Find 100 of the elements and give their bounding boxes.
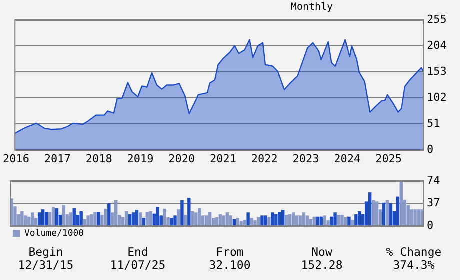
bar (292, 212, 296, 226)
bar (268, 217, 271, 226)
bar (222, 216, 226, 226)
bar (191, 211, 194, 226)
bar (69, 212, 72, 226)
text: Begin (28, 245, 64, 259)
bar (236, 218, 240, 226)
x-tick-label: 2020 (168, 152, 196, 166)
bar (306, 216, 310, 226)
bar (24, 216, 28, 226)
bar (188, 198, 191, 226)
bar (354, 214, 358, 226)
bar (240, 221, 243, 226)
bar (340, 215, 344, 226)
bar (312, 216, 316, 226)
x-tick-label: 2024 (334, 152, 362, 166)
y-tick-label: 0 (427, 218, 434, 232)
bar (410, 210, 414, 226)
bar (180, 200, 184, 226)
bar (334, 212, 337, 226)
bar (282, 210, 285, 226)
bar (52, 207, 56, 226)
bar (138, 212, 142, 226)
bar (302, 212, 306, 226)
x-tick-label: 2022 (251, 152, 278, 166)
bar (184, 215, 188, 226)
text: % Change (385, 245, 443, 259)
bar (132, 212, 136, 226)
y-tick-label: 74 (427, 174, 441, 187)
y-tick-label: 255 (427, 12, 447, 26)
bar (90, 214, 94, 226)
bar (163, 208, 166, 226)
bar (344, 217, 348, 226)
bar (146, 212, 150, 226)
bar (337, 215, 340, 226)
bar (330, 216, 334, 226)
bar (368, 192, 372, 226)
bar (323, 216, 326, 226)
text: End (126, 245, 150, 259)
bar (386, 200, 390, 226)
bar (260, 216, 264, 226)
bar (80, 211, 83, 226)
chart-subtitle: Monthly (290, 2, 334, 13)
bar (274, 214, 278, 226)
bar (298, 216, 302, 226)
bar (72, 208, 76, 226)
bar (372, 200, 376, 226)
bar (264, 216, 268, 226)
y-tick-label: 153 (427, 64, 447, 78)
bar (124, 211, 128, 226)
bar (20, 211, 24, 226)
text: 32.100 (208, 258, 252, 272)
text: 374.3% (392, 258, 435, 272)
bar (271, 212, 274, 226)
bar (38, 212, 42, 226)
bar (31, 212, 34, 226)
bar (44, 212, 48, 226)
legend-label: Volume/1000 (24, 228, 84, 239)
bar (142, 218, 146, 226)
bar (348, 216, 351, 226)
bar (284, 215, 288, 226)
bar (250, 218, 254, 226)
bar (198, 208, 202, 226)
x-tick-label: 2019 (127, 152, 154, 166)
x-tick-label: 2016 (3, 152, 30, 166)
bar (208, 212, 212, 226)
y-tick-label: 204 (427, 38, 448, 52)
bar (226, 212, 230, 226)
x-tick-label: 2021 (210, 152, 236, 166)
y-tick-label: 102 (427, 90, 447, 104)
y-tick-label: 37 (427, 196, 440, 210)
bar (358, 211, 362, 226)
x-tick-label: 2023 (292, 152, 320, 166)
bar (351, 220, 354, 226)
bar (229, 216, 233, 226)
bar (28, 216, 31, 226)
bar (414, 210, 417, 226)
text: 11/07/25 (109, 258, 167, 272)
x-tick-label: 2018 (86, 152, 112, 166)
bar (382, 202, 386, 226)
text: 12/31/15 (17, 258, 75, 272)
bar (149, 211, 152, 226)
text: From (215, 245, 245, 259)
bar (94, 212, 97, 226)
bar (417, 210, 420, 226)
bar (278, 212, 282, 226)
bar (295, 216, 299, 226)
bar (232, 219, 236, 226)
bar (288, 214, 292, 226)
bar (114, 200, 118, 226)
text: Now (310, 245, 334, 259)
bar (135, 210, 139, 226)
bar (320, 216, 323, 226)
bar (177, 210, 180, 226)
bar (246, 212, 250, 226)
bar (204, 216, 208, 226)
bar (243, 220, 246, 226)
bar (97, 212, 100, 226)
bar (55, 208, 59, 226)
text: 152.28 (300, 258, 344, 272)
